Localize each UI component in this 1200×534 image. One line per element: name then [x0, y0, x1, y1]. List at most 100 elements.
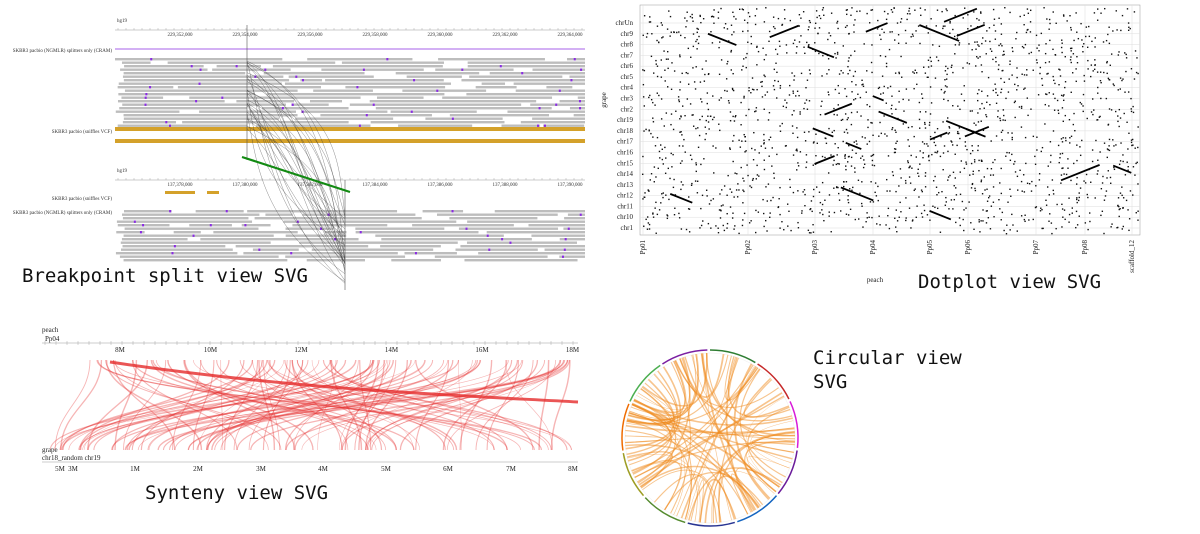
dot — [773, 177, 775, 179]
dot — [808, 100, 811, 102]
dot — [978, 219, 980, 221]
read — [501, 124, 541, 127]
dot — [743, 95, 745, 98]
dot — [854, 171, 856, 173]
dot — [924, 123, 926, 126]
dot — [1011, 138, 1013, 141]
mismatch — [579, 107, 582, 110]
dot — [648, 21, 651, 23]
read — [520, 121, 585, 124]
read — [438, 58, 545, 61]
dot — [1009, 188, 1011, 190]
dot — [660, 76, 663, 78]
dot — [926, 214, 929, 216]
dot — [796, 46, 798, 48]
dot — [1099, 71, 1102, 73]
dot — [750, 220, 752, 222]
dot — [757, 119, 759, 121]
dot — [1021, 73, 1023, 75]
dot — [966, 62, 969, 64]
dot — [821, 155, 824, 158]
dot — [1044, 61, 1047, 64]
dot — [980, 120, 982, 122]
dot — [945, 196, 947, 199]
dot — [746, 164, 748, 166]
read — [216, 65, 262, 68]
dot — [919, 111, 921, 113]
dot — [1085, 35, 1087, 38]
dot — [763, 143, 765, 145]
dot — [915, 72, 918, 74]
dot — [847, 65, 849, 68]
chromosome-arc — [777, 450, 798, 495]
ruler-tick-label: 137,378,000 — [168, 183, 194, 188]
dot — [934, 151, 936, 154]
dot — [965, 163, 968, 165]
dot — [1092, 98, 1094, 100]
dot — [900, 177, 902, 179]
dot — [766, 230, 768, 232]
dot — [917, 25, 920, 27]
dot — [826, 73, 828, 75]
dot — [700, 207, 702, 210]
dot — [981, 102, 983, 105]
dot — [918, 118, 921, 121]
y-label: chr2 — [621, 105, 634, 113]
dot — [804, 193, 806, 196]
split-connection — [246, 102, 346, 264]
dot — [928, 124, 931, 126]
dot — [996, 94, 999, 96]
dot — [994, 83, 996, 85]
read — [435, 68, 514, 71]
dot — [950, 140, 952, 142]
dot — [768, 111, 771, 114]
dot — [731, 87, 734, 90]
dot — [874, 182, 877, 184]
dot — [1065, 173, 1068, 176]
dot — [870, 61, 873, 64]
dot — [936, 127, 939, 130]
dot — [742, 219, 744, 221]
dot — [836, 154, 838, 156]
dot — [1122, 160, 1124, 163]
circular-link — [628, 361, 686, 421]
read — [236, 100, 295, 103]
dot — [958, 42, 961, 44]
dot — [871, 122, 873, 124]
mismatch — [150, 58, 153, 61]
read — [117, 100, 225, 103]
dot — [739, 8, 741, 11]
dot — [718, 123, 720, 125]
synteny-link — [49, 359, 331, 451]
read — [404, 252, 457, 255]
dot — [1061, 152, 1064, 155]
dot — [848, 57, 850, 59]
ruler-tick-label: 2M — [193, 465, 204, 473]
synteny-link — [366, 359, 513, 451]
dot — [998, 199, 1000, 201]
dot — [718, 46, 720, 49]
ruler-tick-label: 229,364,000 — [558, 33, 584, 38]
dot — [720, 7, 722, 10]
mismatch — [414, 252, 417, 255]
dot — [893, 151, 896, 154]
dot — [1051, 232, 1053, 235]
dot — [959, 108, 961, 111]
dot — [695, 40, 697, 43]
dot — [971, 183, 974, 186]
dot — [642, 198, 644, 200]
dot — [664, 146, 666, 149]
dot — [871, 164, 874, 166]
ruler-tick-label: 229,356,000 — [298, 33, 324, 38]
dot — [887, 155, 890, 157]
dot — [803, 46, 805, 48]
read — [355, 231, 479, 234]
dot — [772, 26, 775, 28]
dot — [979, 56, 981, 58]
dot — [963, 229, 965, 232]
dot — [1059, 153, 1062, 155]
dot — [1074, 129, 1076, 132]
dot — [809, 208, 812, 210]
dot — [1082, 93, 1085, 96]
dot — [793, 75, 796, 77]
